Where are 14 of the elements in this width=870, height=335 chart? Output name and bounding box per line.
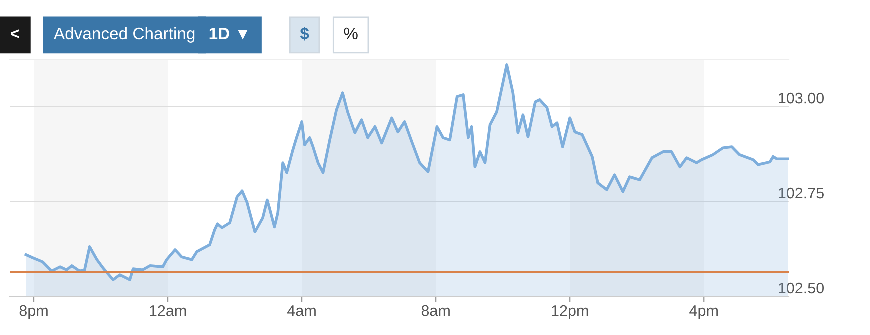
- text: $: [300, 27, 310, 41]
- x-tick-label: 8am: [422, 305, 450, 316]
- y-tick-label: 102.50: [779, 282, 824, 294]
- text: <: [11, 29, 20, 38]
- text: 1D ▼: [210, 28, 248, 40]
- text: %: [344, 28, 358, 40]
- y-tick-label: 102.75: [779, 188, 824, 199]
- x-tick-label: 8pm: [20, 305, 48, 320]
- y-tick-label: 103.00: [779, 92, 824, 104]
- x-tick-label: 12am: [150, 305, 186, 316]
- x-tick-label: 4pm: [690, 306, 718, 320]
- text: Advanced Charting: [54, 27, 195, 43]
- x-tick-label: 12pm: [552, 305, 588, 320]
- x-tick-label: 4am: [288, 306, 316, 316]
